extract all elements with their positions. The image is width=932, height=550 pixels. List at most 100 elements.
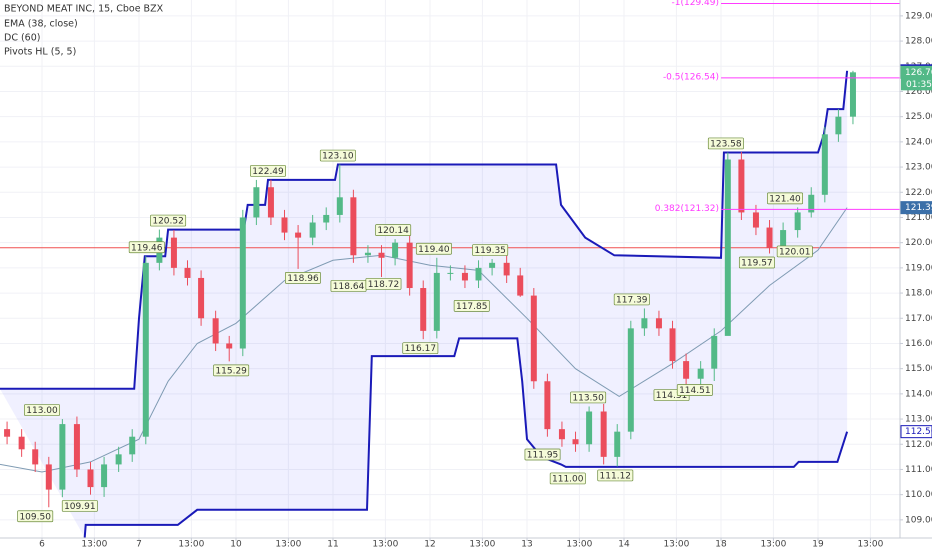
dc-lower-line [83, 337, 849, 538]
x-tick-label: 19 [812, 540, 824, 550]
pivot-label: 123.10 [322, 152, 354, 162]
candle-body [752, 212, 759, 228]
pivot-label-box [597, 469, 634, 482]
y-tick-label: 124.00 [905, 137, 932, 147]
candle-body [32, 449, 39, 465]
pivot-label-box [284, 272, 321, 284]
fib-label: -1(129.49) [672, 0, 720, 8]
pivot-label-box [613, 293, 650, 306]
candle-body [808, 194, 815, 213]
candle-body [433, 272, 440, 331]
y-tick-label: 122.00 [905, 188, 932, 198]
pivot-label: 119.57 [741, 259, 773, 269]
x-tick-label: 13:00 [275, 540, 301, 550]
candle-body [350, 197, 357, 256]
pivot-label: 120.01 [779, 247, 811, 257]
price-tag [900, 425, 932, 439]
x-tick-label: 13:00 [178, 540, 204, 550]
pivot-label: 115.29 [215, 366, 247, 376]
pivot-label: 120.52 [152, 217, 184, 227]
candle-body [184, 267, 191, 278]
legend-item: EMA (38, close) [4, 19, 78, 30]
candle-body [655, 318, 662, 329]
candle-body [821, 134, 828, 195]
candle-body [641, 318, 648, 329]
candle-body [600, 411, 607, 457]
pivot-label: 119.40 [418, 245, 450, 255]
candle-body [129, 436, 136, 455]
candle-body [420, 288, 427, 331]
pivot-label: 111.00 [552, 474, 584, 484]
candle-body [378, 252, 385, 258]
pivot-label-box [250, 165, 286, 177]
pivot-label-box [738, 256, 775, 269]
pivot-label-box [150, 214, 187, 227]
candle-body [323, 214, 330, 223]
candle-body [239, 217, 246, 349]
candle-body [697, 368, 704, 379]
candle-body [253, 187, 260, 218]
candle-body [835, 116, 842, 135]
pivot-label-box [707, 137, 744, 150]
pivot-label: 114.31 [656, 391, 688, 401]
pivot-label: 117.39 [616, 295, 648, 305]
candle-body [309, 222, 316, 238]
pivot-label-box [549, 472, 586, 485]
x-tick-label: 13:00 [857, 540, 883, 550]
pivot-label-box [24, 404, 60, 416]
pivot-label-box [128, 241, 165, 254]
pivot-label: 122.49 [252, 167, 284, 177]
pivot-label-box [676, 384, 713, 396]
x-tick-label: 11 [327, 540, 338, 550]
candle-body [530, 295, 537, 382]
pivot-label-box [375, 224, 412, 236]
pivot-label-box [319, 149, 356, 162]
candle-body [738, 159, 745, 213]
pivot-label: 119.35 [474, 246, 506, 256]
pivot-label-box [570, 391, 607, 404]
x-tick-label: 13:00 [469, 540, 495, 550]
pivot-label: 120.14 [377, 226, 409, 236]
y-tick-label: 112.00 [905, 440, 932, 450]
x-tick-label: 13:00 [566, 540, 592, 550]
pivot-label-box [472, 244, 509, 256]
pivot-label: 109.50 [19, 512, 51, 522]
x-tick-label: 13:00 [81, 540, 107, 550]
candle-body [226, 343, 233, 349]
pivot-label: 123.58 [710, 139, 742, 149]
y-tick-label: 120.00 [905, 238, 932, 248]
y-tick-label: 114.00 [905, 389, 932, 399]
pivot-label: 118.72 [368, 280, 400, 290]
x-tick-label: 10 [230, 540, 242, 550]
pivot-label: 118.64 [333, 282, 365, 292]
chart-title: BEYOND MEAT INC, 15, Cboe BZX [4, 4, 164, 15]
candle-body [170, 237, 177, 268]
candle-body [586, 411, 593, 445]
candle-body [517, 275, 524, 296]
y-tick-label: 129.00 [905, 11, 932, 21]
y-tick-label: 115.00 [905, 364, 932, 374]
x-tick-label: 12 [424, 540, 435, 550]
candle-body [544, 381, 551, 430]
candle-body [4, 429, 11, 437]
y-tick-label: 113.00 [905, 415, 932, 425]
pivot-label: 109.91 [64, 502, 96, 512]
candle-body [198, 277, 205, 319]
candle-body [59, 424, 66, 490]
candle-body [267, 187, 274, 218]
candle-body [18, 436, 25, 450]
pivot-label-box [365, 278, 402, 290]
countdown-box [901, 78, 932, 91]
candle-body [45, 464, 52, 490]
price-tag-label: 121.39 [905, 203, 932, 213]
pivot-label-box [402, 342, 439, 355]
y-tick-label: 121.00 [905, 213, 932, 223]
pivot-label: 116.17 [405, 344, 437, 354]
candle-body [503, 262, 510, 276]
candle-body [780, 230, 787, 248]
pivot-label: 113.50 [572, 393, 604, 403]
legend-item: DC (60) [4, 33, 40, 44]
candle-body [489, 262, 496, 268]
pivot-label: 113.00 [26, 406, 58, 416]
candle-body [669, 328, 676, 362]
